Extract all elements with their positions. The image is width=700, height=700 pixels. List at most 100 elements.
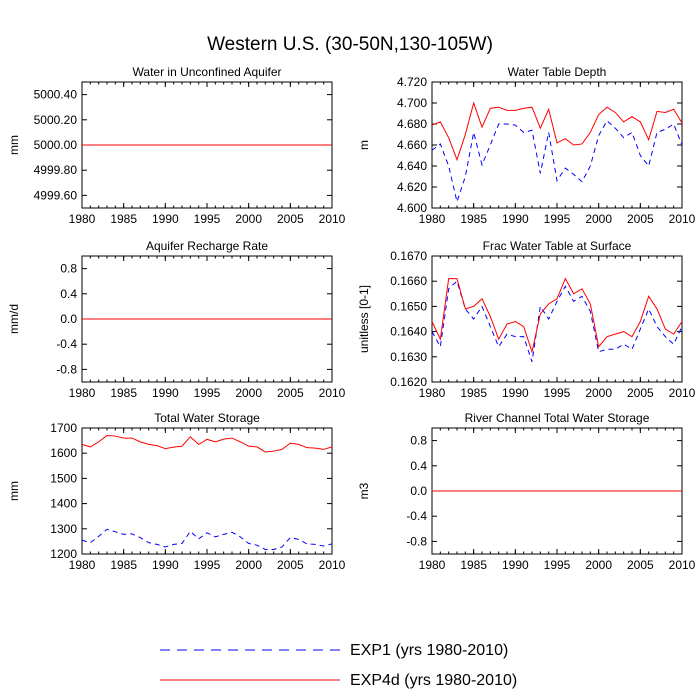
y-tick-label: 4.660	[397, 138, 427, 152]
y-tick-label: 4999.80	[34, 163, 78, 177]
y-tick-label: 4.620	[397, 180, 427, 194]
x-tick-label: 2010	[319, 558, 346, 572]
x-tick-label: 1985	[460, 558, 487, 572]
x-tick-label: 2000	[585, 212, 612, 226]
x-tick-label: 1980	[69, 212, 96, 226]
plot-frame	[431, 81, 683, 209]
y-tick-label: -0.4	[56, 337, 77, 351]
x-tick-label: 2000	[235, 558, 262, 572]
series-line-exp4d	[431, 277, 683, 354]
legend-label-exp1: EXP1 (yrs 1980-2010)	[350, 642, 508, 659]
y-tick-label: 0.1620	[390, 375, 427, 389]
x-tick-label: 1995	[194, 558, 221, 572]
y-tick-label: 5000.00	[34, 138, 78, 152]
figure-title: Western U.S. (30-50N,130-105W)	[207, 34, 493, 55]
series-line-exp1	[431, 120, 683, 204]
y-tick-label: 0.8	[60, 262, 77, 276]
x-tick-label: 2005	[277, 386, 304, 400]
x-tick-label: 1990	[502, 558, 529, 572]
x-tick-label: 2005	[277, 212, 304, 226]
y-axis-label: unitless [0-1]	[357, 285, 371, 353]
panel-3: Aquifer Recharge Rate mm/d 1980 1985 1990 199…	[7, 239, 346, 400]
y-tick-label: 0.1640	[390, 325, 427, 339]
legend: EXP1 (yrs 1980-2010) EXP4d (yrs 1980-201…	[160, 642, 517, 689]
y-tick-label: 5000.40	[34, 88, 78, 102]
x-tick-label: 1995	[194, 212, 221, 226]
y-tick-label: 1300	[50, 522, 77, 536]
series-line-exp4d	[431, 101, 683, 162]
panel-title: Aquifer Recharge Rate	[146, 239, 268, 253]
y-axis-label: mm	[7, 481, 21, 501]
x-tick-label: 2000	[585, 558, 612, 572]
panel-5: Total Water Storage mm 1980 1985 1990 1995 200…	[7, 411, 346, 572]
plot-frame	[81, 427, 333, 555]
y-tick-label: 0.1650	[390, 299, 427, 313]
y-tick-label: 0.1630	[390, 350, 427, 364]
y-tick-label: 4.600	[397, 201, 427, 215]
x-tick-label: 2010	[669, 558, 696, 572]
x-tick-label: 1995	[194, 386, 221, 400]
x-tick-label: 1985	[110, 212, 137, 226]
x-tick-label: 2010	[319, 212, 346, 226]
x-tick-label: 2000	[585, 386, 612, 400]
y-tick-label: 1700	[50, 421, 77, 435]
x-tick-label: 2005	[627, 212, 654, 226]
y-axis-label: mm	[7, 135, 21, 155]
panel-title: River Channel Total Water Storage	[465, 411, 650, 425]
x-tick-label: 1990	[152, 558, 179, 572]
x-tick-label: 1985	[460, 212, 487, 226]
x-tick-label: 1995	[544, 386, 571, 400]
panel-title: Water Table Depth	[508, 65, 607, 79]
y-axis-label: m	[357, 140, 371, 150]
panel-6: River Channel Total Water Storage m3 1980 1…	[357, 411, 696, 572]
x-tick-label: 2005	[627, 386, 654, 400]
panel-title: Frac Water Table at Surface	[483, 239, 632, 253]
y-tick-label: 0.8	[410, 434, 427, 448]
x-tick-label: 2000	[235, 386, 262, 400]
y-tick-label: -0.8	[406, 534, 427, 548]
x-tick-label: 2005	[627, 558, 654, 572]
y-tick-label: 0.1660	[390, 274, 427, 288]
x-tick-label: 2010	[669, 212, 696, 226]
y-tick-label: 0.0	[410, 484, 427, 498]
y-tick-label: 1400	[50, 497, 77, 511]
x-tick-label: 1995	[544, 558, 571, 572]
series-line-exp1	[431, 280, 683, 362]
y-tick-label: 0.0	[60, 312, 77, 326]
panel-2: Water Table Depth m 1980 1985 1990 1995 2000 20…	[357, 65, 696, 226]
panel-4: Frac Water Table at Surface unitless [0-1…	[357, 239, 696, 400]
panel-title: Water in Unconfined Aquifer	[133, 65, 282, 79]
x-tick-label: 2010	[319, 386, 346, 400]
x-tick-label: 1985	[460, 386, 487, 400]
y-tick-label: 4.700	[397, 96, 427, 110]
y-tick-label: 4999.60	[34, 188, 78, 202]
x-tick-label: 1990	[152, 212, 179, 226]
x-tick-label: 1980	[69, 386, 96, 400]
x-tick-label: 2000	[235, 212, 262, 226]
y-tick-label: 1200	[50, 547, 77, 561]
panel-1: Water in Unconfined Aquifer mm 1980 1985 199…	[7, 65, 346, 226]
x-tick-label: 1985	[110, 386, 137, 400]
x-tick-label: 2010	[669, 386, 696, 400]
x-tick-label: 1990	[502, 386, 529, 400]
y-tick-label: 4.640	[397, 159, 427, 173]
y-tick-label: 4.720	[397, 75, 427, 89]
y-tick-label: 1600	[50, 446, 77, 460]
y-tick-label: 0.1670	[390, 249, 427, 263]
x-tick-label: 1995	[544, 212, 571, 226]
y-axis-label: m3	[357, 482, 371, 499]
x-tick-label: 1990	[152, 386, 179, 400]
series-line-exp4d	[81, 435, 333, 453]
x-tick-label: 1990	[502, 212, 529, 226]
series-line-exp1	[81, 528, 333, 550]
x-tick-label: 1980	[69, 558, 96, 572]
x-tick-label: 1985	[110, 558, 137, 572]
y-axis-label: mm/d	[7, 304, 21, 334]
y-tick-label: 1500	[50, 471, 77, 485]
panel-title: Total Water Storage	[154, 411, 260, 425]
y-tick-label: -0.4	[406, 509, 427, 523]
x-tick-label: 1980	[419, 386, 446, 400]
y-tick-label: 0.4	[410, 459, 427, 473]
x-tick-label: 2005	[277, 558, 304, 572]
